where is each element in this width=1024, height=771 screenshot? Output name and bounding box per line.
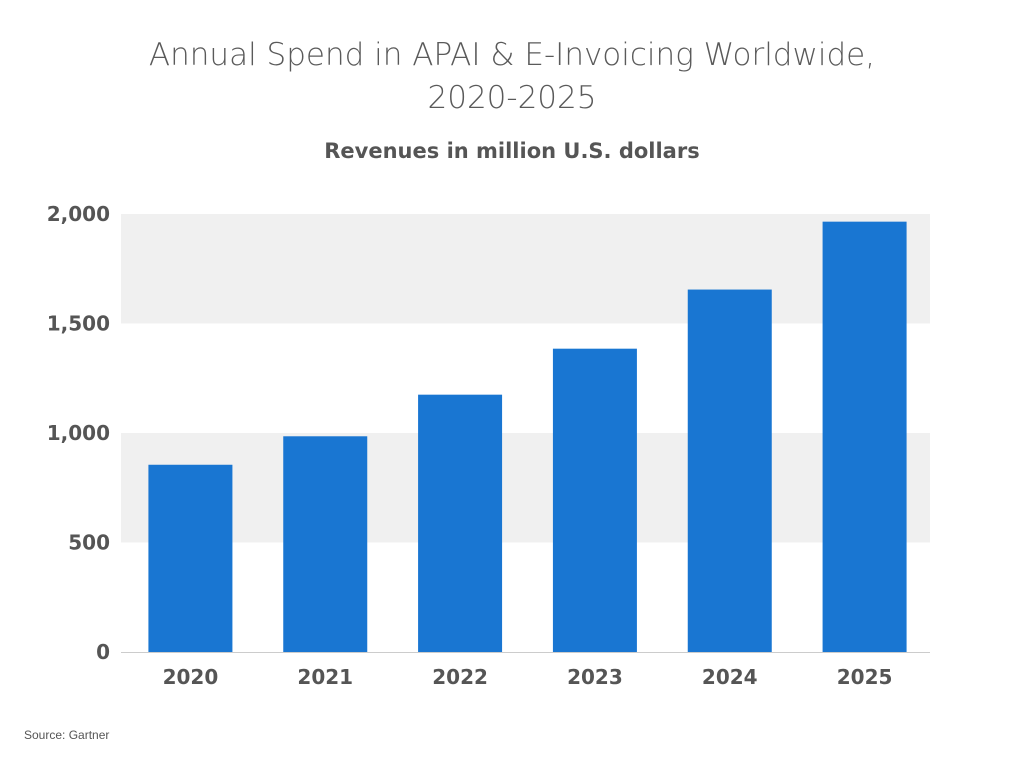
- bar-2021: [283, 436, 368, 652]
- chart-title-line-2: 2020-2025: [427, 80, 597, 116]
- bar-2025: [822, 221, 907, 653]
- bar-2023: [552, 348, 637, 652]
- y-tick-label: 2,000: [47, 202, 110, 226]
- chart-title: Annual Spend in APAI & E-Invoicing World…: [0, 34, 1024, 120]
- chart-subtitle: Revenues in million U.S. dollars: [324, 139, 700, 163]
- x-tick-label: 2023: [567, 665, 623, 689]
- y-tick-label: 500: [68, 531, 110, 555]
- grid-band: [121, 433, 930, 543]
- x-tick-label: 2024: [702, 665, 758, 689]
- y-tick-label: 0: [96, 640, 110, 664]
- bar-2020: [148, 464, 233, 652]
- chart-title-line-1: Annual Spend in APAI & E-Invoicing World…: [148, 37, 876, 73]
- x-tick-label: 2021: [297, 665, 353, 689]
- source-note: Source: Gartner: [24, 728, 110, 742]
- y-tick-label: 1,000: [47, 421, 110, 445]
- grid-band: [121, 214, 930, 324]
- x-tick-label: 2020: [163, 665, 219, 689]
- x-tick-label: 2022: [432, 665, 488, 689]
- bar-2022: [418, 394, 503, 652]
- x-tick-label: 2025: [837, 665, 893, 689]
- y-tick-label: 1,500: [47, 312, 110, 336]
- bar-2024: [687, 289, 772, 652]
